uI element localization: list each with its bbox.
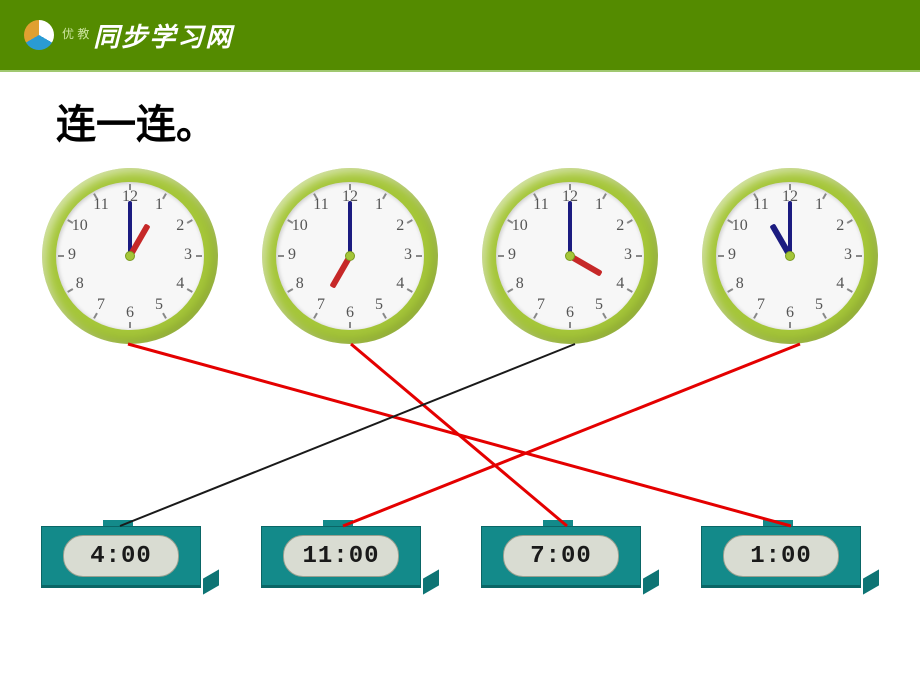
clock-numeral: 8 <box>288 275 312 293</box>
clock-numeral: 10 <box>728 217 752 235</box>
clock-numeral: 4 <box>828 275 852 293</box>
digital-foot <box>423 569 439 594</box>
clock-numeral: 1 <box>367 196 391 214</box>
digital-clock: 1:00 <box>701 520 879 590</box>
clock-numeral: 9 <box>500 246 524 264</box>
clock-numeral: 3 <box>616 246 640 264</box>
clock-numeral: 10 <box>68 217 92 235</box>
digital-foot <box>203 569 219 594</box>
clock-numeral: 5 <box>587 296 611 314</box>
clock-numeral: 5 <box>147 296 171 314</box>
digital-body: 11:00 <box>261 526 421 586</box>
clock-numeral: 8 <box>508 275 532 293</box>
clock-face: 121234567891011 <box>496 182 644 330</box>
clock-center-icon <box>125 251 135 261</box>
clock-numeral: 9 <box>280 246 304 264</box>
clock-numeral: 10 <box>288 217 312 235</box>
clock-numeral: 1 <box>587 196 611 214</box>
logo-icon <box>24 20 54 50</box>
clock-numeral: 4 <box>168 275 192 293</box>
clock-center-icon <box>785 251 795 261</box>
digital-display: 11:00 <box>283 535 399 577</box>
clock-center-icon <box>345 251 355 261</box>
digital-body: 4:00 <box>41 526 201 586</box>
clock-numeral: 6 <box>338 304 362 322</box>
match-line <box>128 344 791 526</box>
analog-clock: 121234567891011 <box>702 168 878 344</box>
clock-numeral: 2 <box>608 217 632 235</box>
clock-numeral: 6 <box>118 304 142 322</box>
digital-display: 1:00 <box>723 535 839 577</box>
clock-numeral: 2 <box>168 217 192 235</box>
analog-clock: 121234567891011 <box>482 168 658 344</box>
clock-numeral: 3 <box>396 246 420 264</box>
clock-face: 121234567891011 <box>276 182 424 330</box>
clock-numeral: 2 <box>388 217 412 235</box>
clock-numeral: 4 <box>388 275 412 293</box>
match-line <box>120 344 575 526</box>
clock-numeral: 3 <box>176 246 200 264</box>
digital-body: 1:00 <box>701 526 861 586</box>
clock-numeral: 1 <box>807 196 831 214</box>
clock-numeral: 1 <box>147 196 171 214</box>
brand-prefix: 优 教 <box>62 28 89 41</box>
analog-clock: 121234567891011 <box>262 168 438 344</box>
clock-numeral: 11 <box>529 196 553 214</box>
clock-numeral: 5 <box>807 296 831 314</box>
clock-face: 121234567891011 <box>716 182 864 330</box>
brand-title: 同步学习网 <box>93 17 233 54</box>
clock-numeral: 9 <box>720 246 744 264</box>
digital-display: 7:00 <box>503 535 619 577</box>
clock-numeral: 6 <box>778 304 802 322</box>
clock-numeral: 6 <box>558 304 582 322</box>
clock-numeral: 7 <box>89 296 113 314</box>
clock-numeral: 5 <box>367 296 391 314</box>
header-bar: 优 教 同步学习网 <box>0 0 920 72</box>
clock-numeral: 4 <box>608 275 632 293</box>
digital-clock: 11:00 <box>261 520 439 590</box>
page-title: 连一连。 <box>56 92 216 150</box>
clock-numeral: 9 <box>60 246 84 264</box>
digital-display: 4:00 <box>63 535 179 577</box>
digital-clock: 7:00 <box>481 520 659 590</box>
analog-clock: 121234567891011 <box>42 168 218 344</box>
clock-numeral: 10 <box>508 217 532 235</box>
analog-clock-row: 1212345678910111212345678910111212345678… <box>0 168 920 344</box>
clock-numeral: 7 <box>309 296 333 314</box>
clock-numeral: 2 <box>828 217 852 235</box>
clock-numeral: 11 <box>309 196 333 214</box>
clock-face: 121234567891011 <box>56 182 204 330</box>
digital-body: 7:00 <box>481 526 641 586</box>
digital-foot <box>863 569 879 594</box>
clock-numeral: 11 <box>749 196 773 214</box>
match-line <box>351 344 567 526</box>
digital-clock-row: 4:00 11:00 7:00 1:00 <box>0 520 920 590</box>
digital-foot <box>643 569 659 594</box>
clock-numeral: 8 <box>68 275 92 293</box>
clock-numeral: 8 <box>728 275 752 293</box>
clock-center-icon <box>565 251 575 261</box>
minute-hand <box>568 201 572 256</box>
clock-numeral: 11 <box>89 196 113 214</box>
clock-numeral: 7 <box>529 296 553 314</box>
match-line <box>343 344 800 526</box>
clock-numeral: 3 <box>836 246 860 264</box>
clock-numeral: 7 <box>749 296 773 314</box>
minute-hand <box>348 201 352 256</box>
digital-clock: 4:00 <box>41 520 219 590</box>
